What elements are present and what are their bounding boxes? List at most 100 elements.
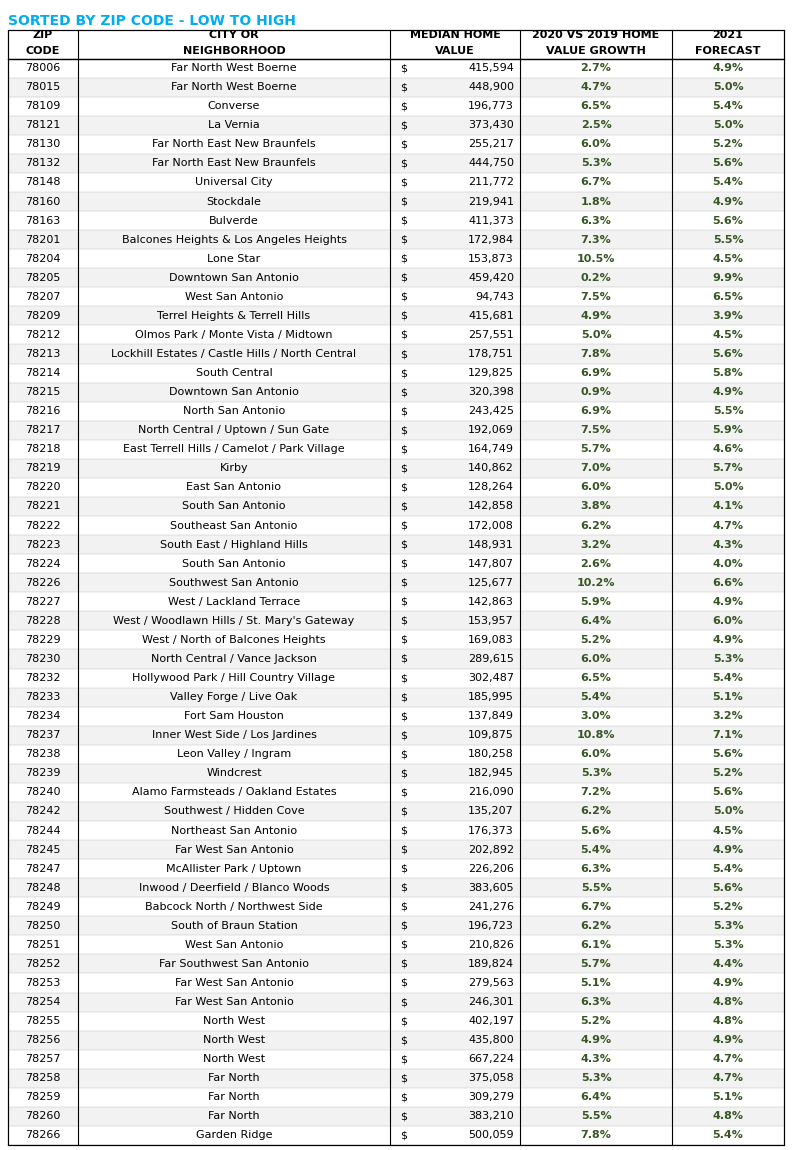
Text: 2020 VS 2019 HOME: 2020 VS 2019 HOME <box>532 30 660 40</box>
Text: 5.6%: 5.6% <box>713 750 744 759</box>
Text: 402,197: 402,197 <box>468 1017 514 1026</box>
Text: 148,931: 148,931 <box>468 539 514 550</box>
Text: 10.8%: 10.8% <box>577 730 615 741</box>
Text: $: $ <box>400 883 407 892</box>
Bar <box>8 935 784 954</box>
Text: FORECAST: FORECAST <box>695 46 761 56</box>
Bar <box>8 439 784 459</box>
Bar <box>8 459 784 478</box>
Text: 78266: 78266 <box>25 1130 61 1141</box>
Text: 142,863: 142,863 <box>468 597 514 607</box>
Text: 5.4%: 5.4% <box>713 177 744 187</box>
Text: 78255: 78255 <box>25 1017 61 1026</box>
Bar <box>8 212 784 230</box>
Text: 78220: 78220 <box>25 483 61 492</box>
Text: 243,425: 243,425 <box>468 406 514 416</box>
Text: 7.8%: 7.8% <box>581 348 611 359</box>
Text: 78229: 78229 <box>25 635 61 645</box>
Text: VALUE GROWTH: VALUE GROWTH <box>546 46 646 56</box>
Text: Downtown San Antonio: Downtown San Antonio <box>169 273 299 283</box>
Bar <box>8 973 784 992</box>
Text: 5.6%: 5.6% <box>713 348 744 359</box>
Text: $: $ <box>400 844 407 854</box>
Bar <box>8 554 784 573</box>
Bar <box>8 1126 784 1145</box>
Text: Southwest / Hidden Cove: Southwest / Hidden Cove <box>164 806 304 816</box>
Text: 140,862: 140,862 <box>468 463 514 474</box>
Text: 4.9%: 4.9% <box>713 597 744 607</box>
Text: Far West San Antonio: Far West San Antonio <box>174 844 293 854</box>
Text: 4.9%: 4.9% <box>713 388 744 397</box>
Text: $: $ <box>400 559 407 569</box>
Text: $: $ <box>400 521 407 530</box>
Text: 178,751: 178,751 <box>468 348 514 359</box>
Text: 4.8%: 4.8% <box>713 1111 744 1121</box>
Text: 5.3%: 5.3% <box>581 1073 611 1083</box>
Text: 6.3%: 6.3% <box>581 215 611 225</box>
Text: 210,826: 210,826 <box>468 940 514 950</box>
Bar <box>8 306 784 325</box>
Text: 180,258: 180,258 <box>468 750 514 759</box>
Text: 2.5%: 2.5% <box>581 121 611 130</box>
Text: 415,681: 415,681 <box>468 310 514 321</box>
Text: 5.2%: 5.2% <box>581 1017 611 1026</box>
Text: 78228: 78228 <box>25 616 61 626</box>
Text: 172,984: 172,984 <box>468 235 514 245</box>
Text: South Central: South Central <box>196 368 272 378</box>
Text: 78132: 78132 <box>25 159 61 168</box>
Text: 78252: 78252 <box>25 959 61 969</box>
Text: 4.1%: 4.1% <box>713 501 744 512</box>
Text: North San Antonio: North San Antonio <box>183 406 285 416</box>
Bar <box>8 1030 784 1050</box>
Text: 78250: 78250 <box>25 921 61 930</box>
Bar <box>8 992 784 1012</box>
Text: 153,873: 153,873 <box>468 254 514 263</box>
Text: North West: North West <box>203 1055 265 1064</box>
Text: $: $ <box>400 63 407 74</box>
Bar <box>8 1050 784 1068</box>
Text: 189,824: 189,824 <box>468 959 514 969</box>
Text: 459,420: 459,420 <box>468 273 514 283</box>
Text: 383,210: 383,210 <box>468 1111 514 1121</box>
Text: Far North: Far North <box>208 1073 260 1083</box>
Text: 78209: 78209 <box>25 310 61 321</box>
Text: 202,892: 202,892 <box>468 844 514 854</box>
Text: $: $ <box>400 388 407 397</box>
Text: 78148: 78148 <box>25 177 61 187</box>
Text: $: $ <box>400 215 407 225</box>
Text: 196,773: 196,773 <box>468 101 514 112</box>
Text: North West: North West <box>203 1035 265 1045</box>
Text: Inwood / Deerfield / Blanco Woods: Inwood / Deerfield / Blanco Woods <box>139 883 329 892</box>
Bar <box>8 30 784 59</box>
Text: 5.8%: 5.8% <box>713 368 744 378</box>
Text: 7.5%: 7.5% <box>581 426 611 435</box>
Text: 6.4%: 6.4% <box>581 1092 611 1103</box>
Text: $: $ <box>400 577 407 588</box>
Bar <box>8 268 784 288</box>
Text: West / North of Balcones Heights: West / North of Balcones Heights <box>143 635 326 645</box>
Text: Hollywood Park / Hill Country Village: Hollywood Park / Hill Country Village <box>132 673 336 683</box>
Text: West / Lackland Terrace: West / Lackland Terrace <box>168 597 300 607</box>
Text: 4.8%: 4.8% <box>713 997 744 1007</box>
Bar <box>8 250 784 268</box>
Text: 4.7%: 4.7% <box>713 1055 744 1064</box>
Bar <box>8 1088 784 1107</box>
Bar <box>8 650 784 668</box>
Text: Far North East New Braunfels: Far North East New Braunfels <box>152 159 316 168</box>
Text: 109,875: 109,875 <box>468 730 514 741</box>
Text: 289,615: 289,615 <box>468 654 514 664</box>
Text: $: $ <box>400 616 407 626</box>
Text: 4.9%: 4.9% <box>713 1035 744 1045</box>
Text: Balcones Heights & Los Angeles Heights: Balcones Heights & Los Angeles Heights <box>121 235 347 245</box>
Text: 129,825: 129,825 <box>468 368 514 378</box>
Text: 10.5%: 10.5% <box>577 254 615 263</box>
Text: 241,276: 241,276 <box>468 902 514 912</box>
Text: Fort Sam Houston: Fort Sam Houston <box>184 711 284 721</box>
Text: $: $ <box>400 1017 407 1026</box>
Text: 78258: 78258 <box>25 1073 61 1083</box>
Bar <box>8 706 784 726</box>
Text: 196,723: 196,723 <box>468 921 514 930</box>
Text: Windcrest: Windcrest <box>206 768 262 779</box>
Text: Leon Valley / Ingram: Leon Valley / Ingram <box>177 750 291 759</box>
Text: 5.4%: 5.4% <box>713 101 744 112</box>
